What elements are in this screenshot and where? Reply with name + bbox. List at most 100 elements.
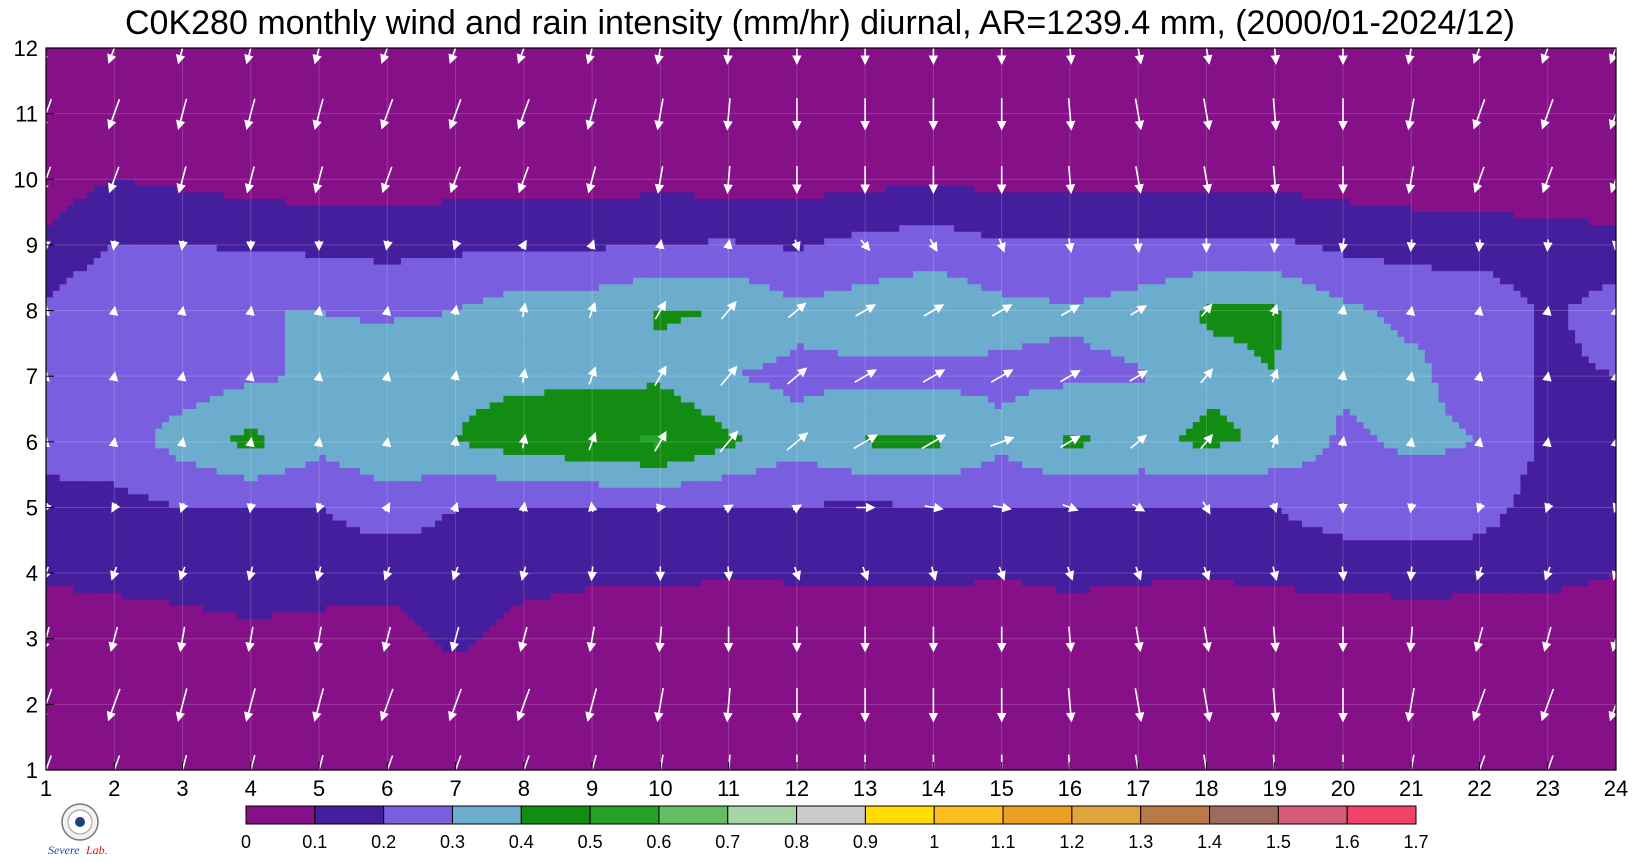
contour-cell (162, 87, 169, 94)
contour-cell (230, 94, 237, 101)
contour-cell (73, 186, 80, 193)
contour-cell (415, 146, 422, 153)
contour-cell (1131, 160, 1138, 167)
contour-cell (954, 166, 961, 173)
contour-cell (183, 61, 190, 68)
contour-cell (456, 179, 463, 186)
contour-cell (981, 120, 988, 127)
contour-cell (783, 146, 790, 153)
contour-cell (1206, 153, 1213, 160)
contour-cell (1343, 87, 1350, 94)
contour-cell (510, 61, 517, 68)
contour-cell (435, 153, 442, 160)
contour-cell (667, 87, 674, 94)
contour-cell (1261, 153, 1268, 160)
contour-cell (1179, 127, 1186, 134)
contour-cell (647, 153, 654, 160)
contour-cell (1596, 68, 1603, 75)
contour-cell (1043, 74, 1050, 81)
contour-cell (749, 146, 756, 153)
contour-cell (510, 160, 517, 167)
contour-cell (196, 186, 203, 193)
contour-cell (1500, 81, 1507, 88)
contour-cell (1377, 48, 1384, 55)
contour-cell (1138, 61, 1145, 68)
contour-cell (1445, 114, 1452, 121)
contour-cell (1350, 179, 1357, 186)
contour-cell (189, 68, 196, 75)
contour-cell (729, 133, 736, 140)
contour-cell (1186, 146, 1193, 153)
contour-cell (490, 114, 497, 121)
contour-cell (804, 114, 811, 121)
contour-cell (490, 140, 497, 147)
contour-cell (817, 153, 824, 160)
contour-cell (1445, 179, 1452, 186)
contour-cell (851, 160, 858, 167)
contour-cell (565, 146, 572, 153)
contour-cell (142, 101, 149, 108)
contour-cell (1479, 55, 1486, 62)
contour-cell (701, 81, 708, 88)
contour-cell (210, 140, 217, 147)
contour-cell (1370, 94, 1377, 101)
contour-cell (694, 74, 701, 81)
contour-cell (1261, 133, 1268, 140)
contour-cell (674, 81, 681, 88)
contour-cell (1486, 87, 1493, 94)
contour-cell (1411, 68, 1418, 75)
contour-cell (1015, 153, 1022, 160)
contour-cell (1350, 114, 1357, 121)
contour-cell (1555, 166, 1562, 173)
contour-cell (537, 48, 544, 55)
contour-cell (1104, 48, 1111, 55)
contour-cell (797, 94, 804, 101)
contour-cell (613, 140, 620, 147)
contour-cell (1227, 94, 1234, 101)
contour-cell (811, 133, 818, 140)
contour-cell (776, 68, 783, 75)
contour-cell (954, 114, 961, 121)
contour-cell (1165, 48, 1172, 55)
contour-cell (974, 87, 981, 94)
contour-cell (572, 101, 579, 108)
contour-cell (1049, 61, 1056, 68)
contour-cell (1589, 101, 1596, 108)
contour-cell (333, 74, 340, 81)
contour-cell (565, 127, 572, 134)
contour-cell (968, 74, 975, 81)
contour-cell (326, 74, 333, 81)
contour-cell (1097, 48, 1104, 55)
contour-cell (606, 55, 613, 62)
contour-cell (1036, 146, 1043, 153)
contour-cell (701, 127, 708, 134)
contour-cell (783, 120, 790, 127)
contour-cell (169, 114, 176, 121)
contour-cell (196, 94, 203, 101)
contour-cell (817, 74, 824, 81)
contour-cell (1165, 153, 1172, 160)
contour-cell (210, 127, 217, 134)
contour-cell (1097, 146, 1104, 153)
contour-cell (1459, 114, 1466, 121)
contour-cell (1145, 101, 1152, 108)
contour-cell (735, 179, 742, 186)
contour-cell (305, 101, 312, 108)
contour-cell (80, 153, 87, 160)
contour-cell (735, 133, 742, 140)
contour-cell (292, 153, 299, 160)
contour-cell (886, 120, 893, 127)
contour-cell (1159, 114, 1166, 121)
contour-cell (565, 133, 572, 140)
contour-cell (1343, 153, 1350, 160)
contour-cell (899, 153, 906, 160)
contour-cell (305, 153, 312, 160)
contour-cell (387, 140, 394, 147)
contour-cell (851, 48, 858, 55)
contour-cell (374, 186, 381, 193)
contour-cell (223, 186, 230, 193)
contour-cell (1138, 166, 1145, 173)
contour-cell (367, 101, 374, 108)
contour-cell (517, 153, 524, 160)
contour-cell (572, 153, 579, 160)
